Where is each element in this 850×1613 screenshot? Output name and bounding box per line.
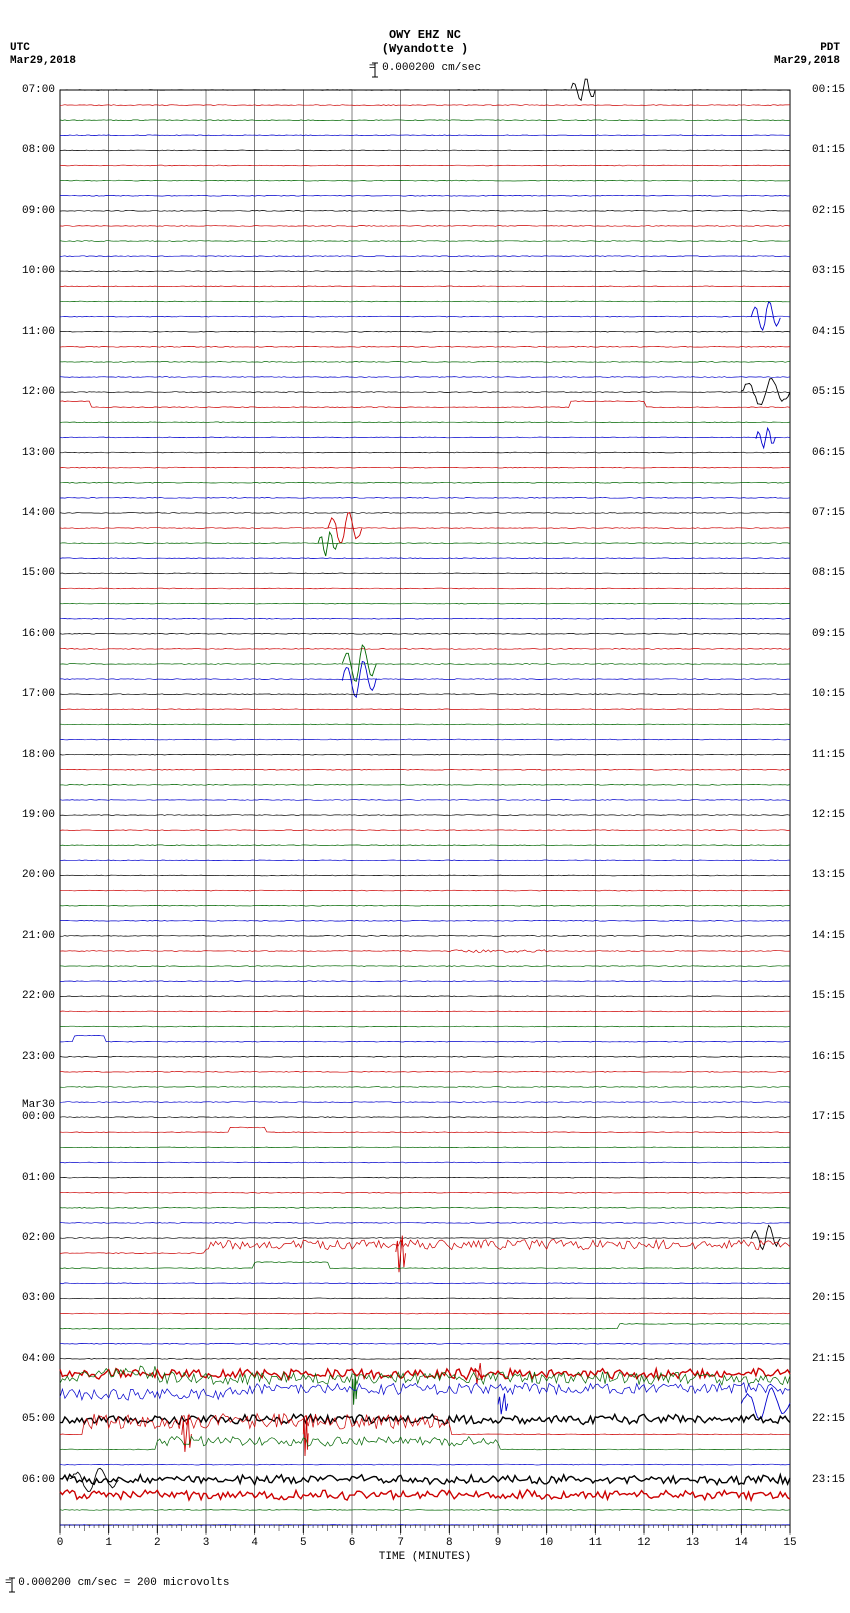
utc-label: 06:00 [0, 1474, 55, 1486]
minute-label: 15 [783, 1537, 796, 1549]
utc-label: 19:00 [0, 809, 55, 821]
pdt-label: 22:15 [812, 1413, 845, 1425]
utc-label: 21:00 [0, 930, 55, 942]
utc-label: Mar3000:00 [0, 1099, 55, 1123]
minute-label: 11 [589, 1537, 602, 1549]
utc-label: 12:00 [0, 386, 55, 398]
pdt-label: 10:15 [812, 688, 845, 700]
pdt-label: 01:15 [812, 144, 845, 156]
pdt-label: 16:15 [812, 1051, 845, 1063]
seismogram-plot [0, 0, 850, 1613]
pdt-label: 12:15 [812, 809, 845, 821]
pdt-label: 09:15 [812, 628, 845, 640]
utc-label: 18:00 [0, 749, 55, 761]
utc-label: 09:00 [0, 205, 55, 217]
pdt-label: 03:15 [812, 265, 845, 277]
pdt-label: 23:15 [812, 1474, 845, 1486]
utc-label: 22:00 [0, 990, 55, 1002]
utc-label: 16:00 [0, 628, 55, 640]
pdt-label: 21:15 [812, 1353, 845, 1365]
seismogram-container: OWY EHZ NC (Wyandotte ) = 0.000200 cm/se… [0, 0, 850, 1613]
utc-label: 10:00 [0, 265, 55, 277]
minute-label: 5 [300, 1537, 307, 1549]
minute-label: 12 [637, 1537, 650, 1549]
pdt-label: 00:15 [812, 84, 845, 96]
minute-label: 14 [735, 1537, 748, 1549]
minute-label: 8 [446, 1537, 453, 1549]
x-axis-title: TIME (MINUTES) [0, 1551, 850, 1563]
utc-label: 01:00 [0, 1172, 55, 1184]
minute-label: 9 [495, 1537, 502, 1549]
pdt-label: 18:15 [812, 1172, 845, 1184]
minute-label: 2 [154, 1537, 161, 1549]
minute-label: 0 [57, 1537, 64, 1549]
pdt-label: 15:15 [812, 990, 845, 1002]
pdt-label: 02:15 [812, 205, 845, 217]
utc-label: 17:00 [0, 688, 55, 700]
pdt-label: 19:15 [812, 1232, 845, 1244]
pdt-label: 07:15 [812, 507, 845, 519]
utc-label: 04:00 [0, 1353, 55, 1365]
utc-label: 23:00 [0, 1051, 55, 1063]
utc-label: 05:00 [0, 1413, 55, 1425]
footer-scale: = 0.000200 cm/sec = 200 microvolts [5, 1577, 229, 1589]
utc-label: 15:00 [0, 567, 55, 579]
utc-label: 08:00 [0, 144, 55, 156]
minute-label: 1 [105, 1537, 112, 1549]
minute-label: 10 [540, 1537, 553, 1549]
minute-label: 13 [686, 1537, 699, 1549]
utc-label: 07:00 [0, 84, 55, 96]
pdt-label: 11:15 [812, 749, 845, 761]
minute-label: 6 [349, 1537, 356, 1549]
pdt-label: 20:15 [812, 1292, 845, 1304]
minute-label: 3 [203, 1537, 210, 1549]
pdt-label: 08:15 [812, 567, 845, 579]
pdt-label: 05:15 [812, 386, 845, 398]
pdt-label: 17:15 [812, 1111, 845, 1123]
pdt-label: 04:15 [812, 326, 845, 338]
pdt-label: 14:15 [812, 930, 845, 942]
pdt-label: 13:15 [812, 869, 845, 881]
utc-label: 02:00 [0, 1232, 55, 1244]
footer-text: = 0.000200 cm/sec = 200 microvolts [5, 1577, 229, 1589]
utc-label: 11:00 [0, 326, 55, 338]
utc-label: 20:00 [0, 869, 55, 881]
utc-label: 03:00 [0, 1292, 55, 1304]
utc-label: 13:00 [0, 447, 55, 459]
utc-label: 14:00 [0, 507, 55, 519]
minute-label: 7 [397, 1537, 404, 1549]
pdt-label: 06:15 [812, 447, 845, 459]
minute-label: 4 [251, 1537, 258, 1549]
